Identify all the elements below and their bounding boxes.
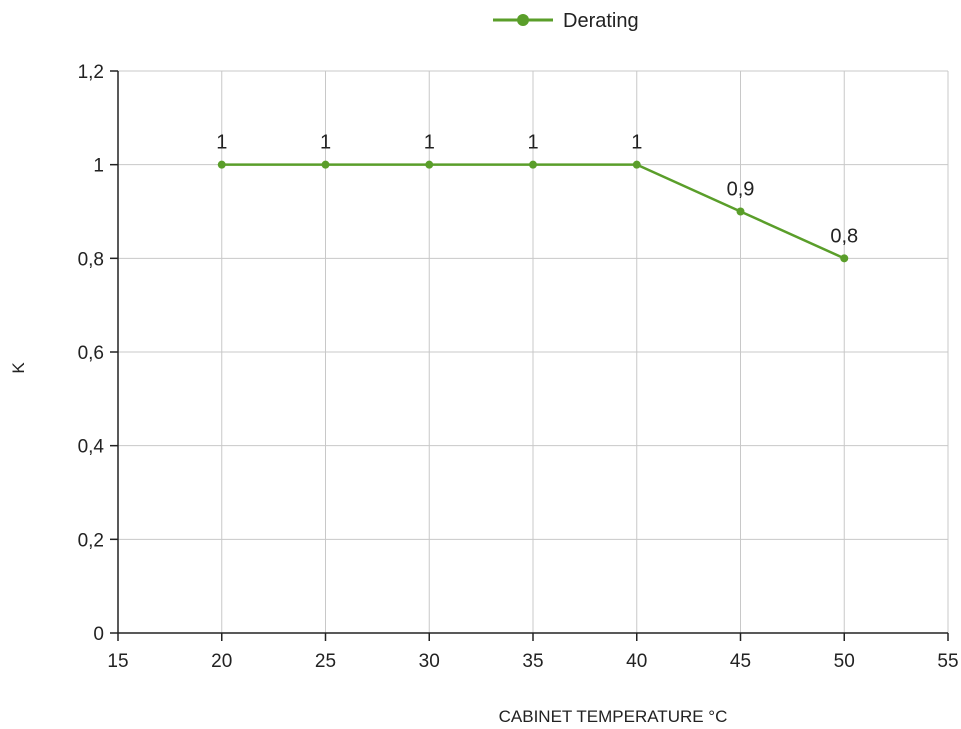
data-point: [736, 207, 745, 216]
x-tick-label: 15: [107, 651, 128, 672]
y-tick-label: 0,4: [78, 437, 105, 458]
x-tick-label: 20: [211, 651, 232, 672]
data-label: 1: [216, 132, 227, 154]
x-tick-label: 55: [937, 651, 958, 672]
x-tick-label: 25: [315, 651, 336, 672]
series: 1 1 1 1 1 0,9 0,8: [216, 132, 858, 263]
y-axis-title: K: [9, 362, 28, 374]
data-point: [321, 160, 330, 169]
data-label: 1: [527, 132, 538, 154]
x-tick-label: 45: [730, 651, 751, 672]
data-point: [217, 160, 226, 169]
data-label: 1: [424, 132, 435, 154]
y-tick-label: 0,8: [78, 249, 104, 270]
data-label: 0,9: [727, 179, 755, 201]
y-tick-label: 0,2: [78, 530, 104, 551]
x-axis-title: CABINET TEMPERATURE °C: [499, 707, 728, 726]
legend-marker: [517, 14, 529, 26]
grid: [117, 70, 949, 634]
y-tick-label: 1,2: [78, 62, 104, 83]
x-tick-label: 40: [626, 651, 647, 672]
ticks: 15 20 25 30 35 40 45 50 55 0 0,2 0,4 0,6 0,8 1 1,2: [78, 62, 959, 672]
data-point: [425, 160, 434, 169]
data-point: [529, 160, 537, 169]
legend-label: Derating: [563, 10, 639, 32]
y-tick-label: 0: [93, 624, 104, 645]
y-tick-label: 1: [93, 156, 104, 177]
legend: Derating: [493, 10, 639, 32]
data-label: 1: [631, 132, 642, 154]
data-label: 0,8: [830, 225, 858, 247]
data-label: 1: [320, 132, 331, 154]
data-point: [840, 254, 849, 263]
data-point: [632, 160, 641, 169]
x-tick-label: 35: [522, 651, 543, 672]
x-tick-label: 30: [419, 651, 440, 672]
x-tick-label: 50: [834, 651, 855, 672]
y-tick-label: 0,6: [78, 343, 104, 364]
